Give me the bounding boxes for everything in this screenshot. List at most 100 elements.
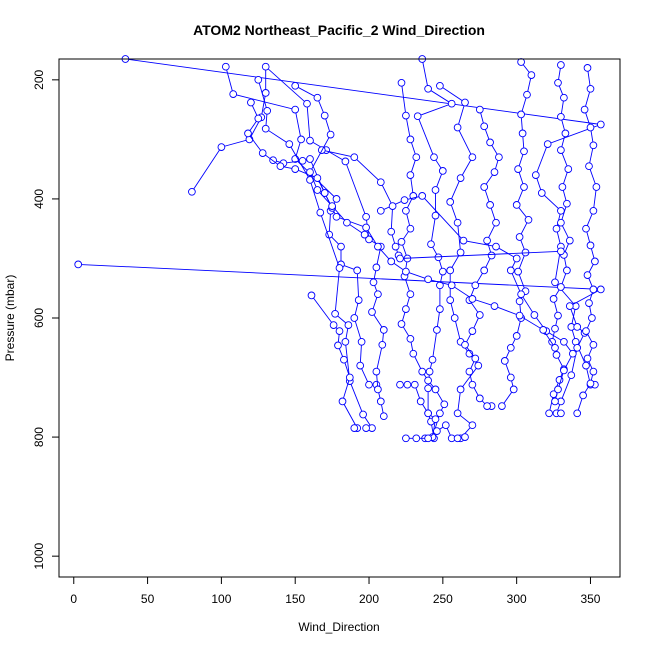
- data-point: [582, 224, 590, 233]
- data-point: [276, 162, 285, 171]
- series-10: [545, 61, 574, 418]
- data-point: [483, 402, 491, 410]
- data-point: [424, 409, 432, 418]
- data-point: [471, 354, 480, 363]
- data-point: [468, 421, 477, 430]
- data-point: [586, 123, 595, 132]
- x-tick-label: 0: [70, 592, 77, 606]
- data-point: [453, 123, 462, 132]
- data-point: [585, 299, 593, 307]
- data-point: [397, 320, 406, 328]
- data-point: [461, 98, 469, 107]
- x-axis-label: Wind_Direction: [298, 620, 379, 634]
- data-point: [297, 135, 305, 144]
- data-point: [326, 130, 335, 139]
- data-point: [402, 305, 410, 313]
- data-point: [391, 242, 400, 251]
- data-point: [564, 165, 573, 173]
- data-point: [506, 373, 515, 382]
- data-point: [402, 267, 410, 276]
- data-point: [402, 434, 410, 443]
- data-point: [531, 171, 540, 179]
- data-point: [400, 196, 409, 204]
- y-tick-label: 400: [32, 189, 46, 209]
- data-point: [558, 183, 567, 191]
- series-4: [74, 260, 605, 418]
- data-point: [456, 385, 465, 394]
- plot-area: [74, 55, 605, 443]
- data-point: [313, 174, 322, 182]
- data-point: [591, 257, 599, 266]
- x-tick-label: 350: [580, 592, 600, 606]
- data-point: [551, 278, 559, 287]
- series-line: [464, 109, 500, 407]
- data-point: [450, 314, 459, 322]
- data-point: [306, 168, 314, 176]
- data-point: [468, 295, 477, 303]
- data-point: [350, 314, 359, 322]
- data-point: [551, 397, 559, 406]
- data-point: [362, 212, 370, 221]
- series-3: [254, 75, 376, 432]
- data-point: [512, 201, 521, 209]
- data-point: [387, 257, 396, 266]
- x-tick-label: 100: [211, 592, 231, 606]
- data-point: [406, 224, 415, 233]
- data-point: [402, 111, 410, 120]
- data-point: [475, 394, 484, 403]
- data-point: [229, 90, 238, 98]
- data-point: [337, 242, 345, 251]
- data-point: [369, 278, 378, 287]
- data-point: [537, 189, 546, 197]
- data-point: [354, 296, 363, 304]
- data-point: [512, 332, 521, 340]
- data-point: [480, 183, 489, 191]
- data-point: [403, 380, 412, 389]
- data-point: [335, 264, 344, 272]
- data-point: [329, 321, 338, 329]
- data-point: [585, 162, 593, 171]
- data-point: [436, 305, 444, 313]
- data-point: [563, 199, 571, 208]
- data-point: [586, 379, 595, 388]
- data-point: [438, 167, 447, 175]
- series-16: [269, 155, 559, 352]
- data-point: [506, 266, 515, 275]
- x-tick-label: 200: [359, 592, 379, 606]
- data-point: [410, 380, 419, 389]
- data-point: [258, 149, 267, 157]
- data-point: [480, 122, 489, 131]
- data-point: [523, 90, 531, 99]
- data-point: [588, 314, 596, 322]
- data-point: [583, 64, 592, 72]
- data-point: [406, 290, 415, 299]
- data-point: [557, 112, 565, 121]
- data-point: [424, 84, 432, 93]
- data-point: [244, 129, 252, 138]
- data-point: [374, 290, 382, 299]
- x-tick-label: 150: [285, 592, 305, 606]
- data-point: [353, 266, 362, 275]
- data-point: [424, 384, 432, 393]
- data-point: [517, 290, 525, 299]
- chart-title: ATOM2 Northeast_Pacific_2 Wind_Direction: [193, 22, 485, 38]
- data-point: [557, 247, 565, 256]
- data-point: [334, 341, 342, 350]
- data-point: [515, 233, 524, 241]
- data-point: [560, 93, 568, 102]
- y-tick-label: 200: [32, 70, 46, 90]
- series-line: [257, 79, 373, 429]
- data-point: [589, 285, 598, 294]
- data-point: [379, 412, 388, 421]
- data-point: [306, 155, 314, 163]
- data-point: [397, 78, 406, 87]
- data-point: [456, 248, 465, 257]
- series-line: [78, 263, 603, 414]
- data-point: [416, 397, 425, 406]
- data-point: [412, 434, 421, 443]
- data-point: [376, 397, 385, 406]
- data-point: [298, 156, 307, 165]
- data-point: [362, 223, 370, 232]
- data-point: [530, 311, 539, 319]
